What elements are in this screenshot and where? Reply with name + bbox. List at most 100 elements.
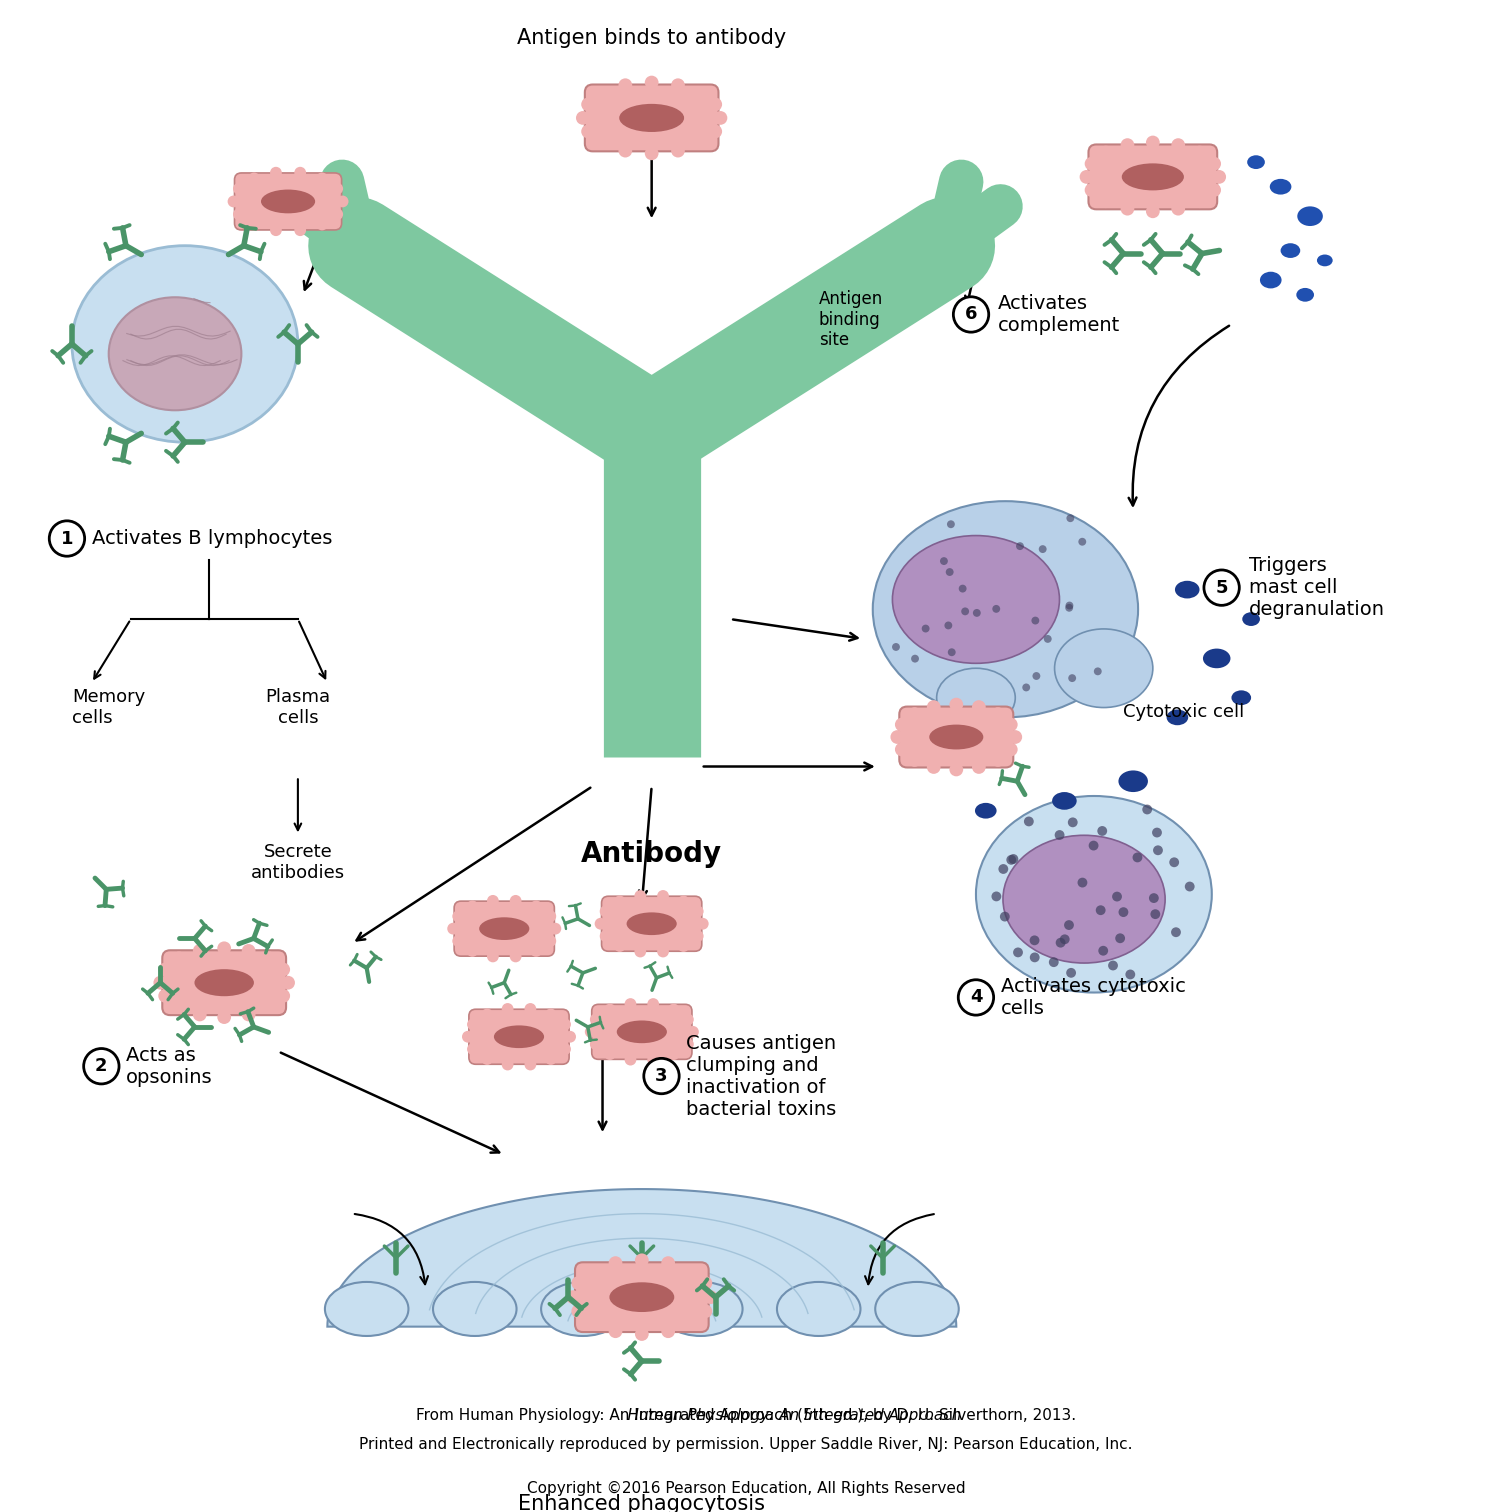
Circle shape: [565, 1290, 580, 1303]
Circle shape: [677, 895, 689, 907]
Circle shape: [589, 1013, 601, 1025]
Circle shape: [1038, 546, 1046, 553]
Circle shape: [510, 951, 522, 962]
Ellipse shape: [1270, 178, 1292, 195]
Circle shape: [959, 585, 967, 593]
Ellipse shape: [876, 1282, 959, 1337]
Circle shape: [1150, 909, 1161, 919]
Circle shape: [1194, 195, 1207, 209]
Circle shape: [619, 144, 633, 157]
Circle shape: [697, 918, 709, 930]
Circle shape: [713, 110, 727, 125]
Circle shape: [467, 945, 479, 957]
Circle shape: [1000, 912, 1010, 921]
Circle shape: [586, 1264, 600, 1278]
Circle shape: [525, 1002, 536, 1015]
Circle shape: [1079, 538, 1086, 546]
Circle shape: [1085, 157, 1098, 171]
Circle shape: [486, 895, 498, 907]
Ellipse shape: [542, 1282, 625, 1337]
Circle shape: [645, 147, 658, 160]
Circle shape: [1064, 921, 1074, 930]
Text: 2: 2: [95, 1057, 107, 1075]
Circle shape: [218, 1010, 231, 1024]
FancyBboxPatch shape: [163, 950, 286, 1015]
Circle shape: [1022, 683, 1029, 691]
Circle shape: [625, 1054, 637, 1066]
Circle shape: [1080, 169, 1094, 184]
Circle shape: [263, 999, 276, 1015]
FancyBboxPatch shape: [454, 901, 555, 956]
Circle shape: [1016, 543, 1024, 550]
Ellipse shape: [433, 1282, 516, 1337]
Circle shape: [452, 910, 464, 922]
Circle shape: [682, 1013, 694, 1025]
Circle shape: [331, 183, 343, 195]
Circle shape: [486, 951, 498, 962]
Ellipse shape: [1122, 163, 1185, 191]
Text: Printed and Electronically reproduced by permission. Upper Saddle River, NJ: Pea: Printed and Electronically reproduced by…: [360, 1436, 1132, 1452]
Ellipse shape: [616, 1021, 667, 1043]
Ellipse shape: [777, 1282, 861, 1337]
Circle shape: [609, 1325, 622, 1338]
Circle shape: [912, 655, 919, 662]
Circle shape: [949, 697, 964, 712]
Circle shape: [940, 556, 947, 565]
Circle shape: [949, 762, 964, 776]
Ellipse shape: [479, 918, 530, 940]
Circle shape: [233, 209, 245, 221]
Circle shape: [571, 1276, 585, 1290]
Circle shape: [1029, 936, 1040, 945]
Circle shape: [270, 166, 282, 178]
Circle shape: [276, 963, 289, 977]
Ellipse shape: [609, 1282, 674, 1312]
Circle shape: [1098, 947, 1109, 956]
FancyBboxPatch shape: [468, 1009, 568, 1064]
FancyBboxPatch shape: [574, 1263, 709, 1332]
Circle shape: [545, 910, 557, 922]
Circle shape: [1097, 826, 1107, 836]
Circle shape: [545, 934, 557, 947]
Circle shape: [337, 195, 349, 207]
Circle shape: [600, 906, 612, 918]
Ellipse shape: [194, 969, 254, 996]
Circle shape: [1153, 845, 1162, 856]
Ellipse shape: [659, 1282, 743, 1337]
Circle shape: [944, 621, 952, 629]
Circle shape: [582, 97, 595, 112]
Ellipse shape: [619, 104, 685, 132]
Circle shape: [242, 1007, 255, 1021]
Circle shape: [677, 940, 689, 953]
Circle shape: [316, 172, 328, 184]
Ellipse shape: [1243, 612, 1259, 626]
Circle shape: [604, 1004, 616, 1016]
Ellipse shape: [937, 668, 1015, 727]
Circle shape: [686, 1027, 698, 1037]
Ellipse shape: [1247, 156, 1265, 169]
Circle shape: [1009, 730, 1022, 744]
Ellipse shape: [892, 535, 1059, 664]
Circle shape: [1004, 742, 1018, 756]
Circle shape: [1049, 957, 1059, 968]
Circle shape: [1032, 671, 1040, 680]
Circle shape: [1146, 136, 1159, 150]
Circle shape: [586, 1317, 600, 1331]
Ellipse shape: [1317, 254, 1332, 266]
Circle shape: [704, 1290, 718, 1303]
Circle shape: [316, 219, 328, 230]
Circle shape: [991, 753, 1006, 767]
Circle shape: [1119, 907, 1128, 918]
Circle shape: [560, 1043, 571, 1055]
Circle shape: [564, 1031, 576, 1043]
Circle shape: [263, 951, 276, 965]
Circle shape: [709, 97, 722, 112]
Text: Antigen binds to antibody: Antigen binds to antibody: [518, 27, 786, 47]
Circle shape: [331, 209, 343, 221]
Ellipse shape: [974, 803, 997, 818]
Circle shape: [84, 1048, 119, 1084]
Circle shape: [668, 1004, 679, 1016]
Text: Human Physiology: An Integrated Approach: Human Physiology: An Integrated Approach: [530, 1408, 962, 1423]
Circle shape: [1207, 183, 1220, 197]
Circle shape: [192, 943, 206, 957]
Circle shape: [530, 945, 542, 957]
